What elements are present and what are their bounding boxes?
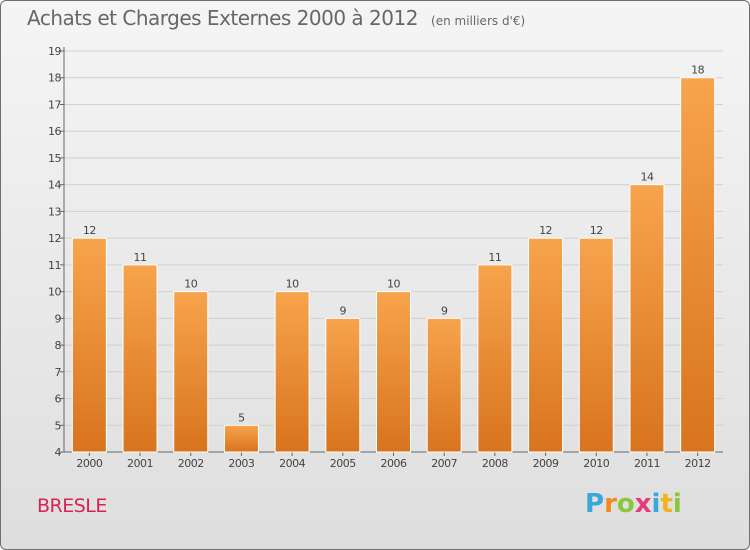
data-label: 9 [340,304,347,317]
x-tick-label: 2005 [330,457,356,470]
x-tick-label: 2004 [279,457,305,470]
bar [173,291,209,453]
proxiti-logo: Proxiti [585,489,682,519]
logo-letter: x [634,489,652,519]
bar [629,184,665,453]
y-tick-label: 12 [48,232,61,245]
y-tick-label: 18 [48,72,61,85]
bar [680,77,716,453]
title-block: Achats et Charges Externes 2000 à 2012 (… [27,6,525,30]
x-tick-label: 2012 [685,457,711,470]
x-tick-label: 2001 [127,457,153,470]
data-label: 9 [441,304,448,317]
y-tick-label: 10 [48,286,61,299]
data-label: 14 [640,171,653,184]
y-tick-label: 16 [48,125,61,138]
x-tick-label: 2006 [381,457,407,470]
y-tick-label: 5 [55,419,62,432]
chart-title: Achats et Charges Externes 2000 à 2012 [27,6,418,30]
y-tick-label: 17 [48,98,61,111]
x-tick-label: 2010 [583,457,609,470]
y-tick-label: 9 [55,312,62,325]
bar [71,237,107,453]
y-tick-label: 8 [55,339,62,352]
data-label: 18 [691,64,704,77]
data-label: 10 [286,278,299,291]
data-label: 12 [590,224,603,237]
data-label: 10 [387,278,400,291]
data-label: 5 [238,411,245,424]
bars [71,77,716,453]
y-tick-label: 7 [55,366,62,379]
y-tick-label: 4 [55,446,62,459]
x-tick-label: 2003 [228,457,254,470]
bar [325,317,361,453]
logo-letter: i [672,489,682,519]
logo-letter: P [585,489,605,519]
place-name: BRESLE [37,495,107,517]
y-tick-label: 11 [48,259,61,272]
bar [223,424,259,453]
bar [528,237,564,453]
y-tick-label: 19 [48,45,61,58]
logo-letter: t [660,489,673,519]
bar [274,291,310,453]
data-label: 12 [83,224,96,237]
bar [477,264,513,453]
bar [578,237,614,453]
bar [122,264,158,453]
bar [426,317,462,453]
data-label: 10 [184,278,197,291]
x-tick-label: 2007 [431,457,457,470]
chart-subtitle: (en milliers d'€) [431,14,526,28]
data-label: 11 [488,251,501,264]
data-label: 11 [134,251,147,264]
logo-letter: i [651,489,661,519]
data-labels: 12 11 10 5 10 9 10 9 11 12 12 14 18 [83,64,705,425]
y-tick-label: 15 [48,152,61,165]
y-tick-label: 14 [48,179,61,192]
bar [376,291,411,453]
logo-letter: o [616,489,635,519]
x-tick-label: 2000 [76,457,102,470]
y-tick-label: 13 [48,205,61,218]
y-tick-label: 6 [55,393,62,406]
data-label: 12 [539,224,552,237]
x-tick-label: 2009 [533,457,559,470]
x-tick-label: 2008 [482,457,508,470]
logo-letter: r [604,489,617,519]
x-tick-label: 2011 [634,457,660,470]
x-tick-label: 2002 [178,457,204,470]
